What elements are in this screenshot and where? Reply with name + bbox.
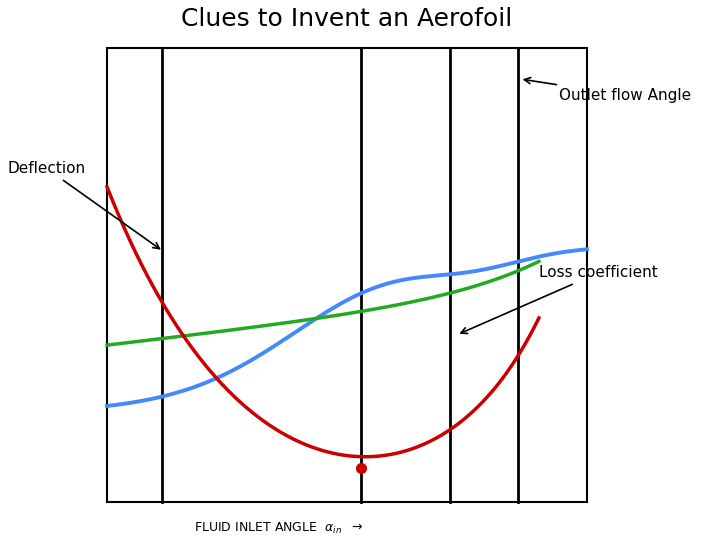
Text: Deflection: Deflection (8, 161, 159, 248)
Text: FLUID INLET ANGLE  $\alpha_{in}$  $\rightarrow$: FLUID INLET ANGLE $\alpha_{in}$ $\righta… (194, 521, 363, 536)
Bar (107, 48, 587, 502)
Text: Clues to Invent an Aerofoil: Clues to Invent an Aerofoil (181, 7, 513, 31)
Text: Loss coefficient: Loss coefficient (461, 266, 657, 333)
Text: Outlet flow Angle: Outlet flow Angle (524, 78, 692, 103)
